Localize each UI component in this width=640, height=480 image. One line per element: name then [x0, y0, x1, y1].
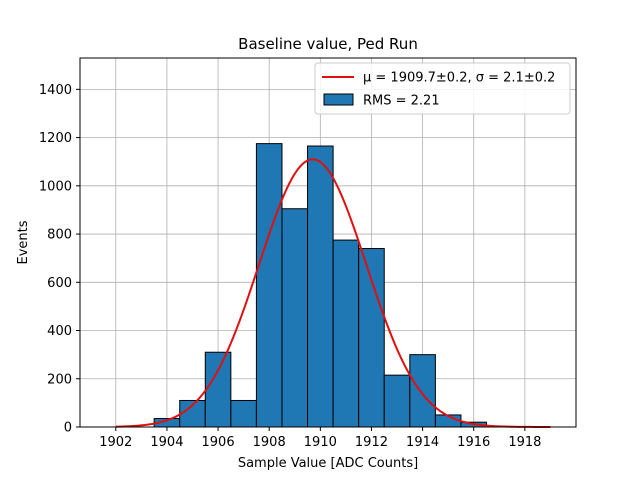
histogram-bar — [307, 145, 334, 428]
gaussian-fit-curve — [115, 158, 551, 428]
x-tick-label: 1916 — [457, 435, 490, 450]
legend-box — [314, 62, 571, 115]
x-axis-label: Sample Value [ADC Counts] — [238, 456, 418, 471]
fit-layer — [115, 158, 551, 428]
y-tick-label: 400 — [47, 324, 72, 339]
histogram-bar — [281, 208, 309, 428]
x-tick-label: 1908 — [253, 435, 286, 450]
plot-frame — [79, 57, 577, 428]
y-tick-label: 1000 — [39, 179, 72, 194]
x-tick-label: 1918 — [508, 435, 541, 450]
y-tick-label: 200 — [47, 372, 72, 387]
y-tick-label: 0 — [64, 421, 72, 436]
histogram-bar — [383, 374, 411, 428]
histogram-bar — [409, 354, 436, 428]
x-tick-label: 1910 — [304, 435, 337, 450]
legend-hist-swatch — [323, 93, 354, 106]
x-tick-label: 1904 — [150, 435, 183, 450]
histogram-bar — [204, 351, 232, 428]
y-tick-label: 800 — [47, 228, 72, 243]
histogram-bar — [332, 239, 360, 428]
y-tick-label: 600 — [47, 276, 72, 291]
x-tick-label: 1912 — [355, 435, 388, 450]
legend: μ = 1909.7±0.2, σ = 2.1±0.2 RMS = 2.21 — [314, 62, 571, 115]
histogram-bar — [255, 143, 283, 428]
x-tick-label: 1914 — [406, 435, 439, 450]
ticks-layer: 1902 1904 1906 1908 1910 1912 1914 1916 1918 0 200… — [39, 83, 542, 450]
y-tick-label: 1400 — [39, 83, 72, 98]
histogram-bar — [358, 248, 385, 428]
y-tick-label: 1200 — [39, 131, 72, 146]
histogram-bar — [230, 399, 257, 428]
x-tick-label: 1902 — [99, 435, 132, 450]
legend-hist-label: RMS = 2.21 — [363, 94, 440, 109]
legend-fit-label: μ = 1909.7±0.2, σ = 2.1±0.2 — [363, 71, 555, 86]
x-tick-label: 1906 — [202, 435, 235, 450]
y-axis-label: Events — [16, 220, 31, 264]
chart-title: Baseline value, Ped Run — [238, 35, 418, 53]
